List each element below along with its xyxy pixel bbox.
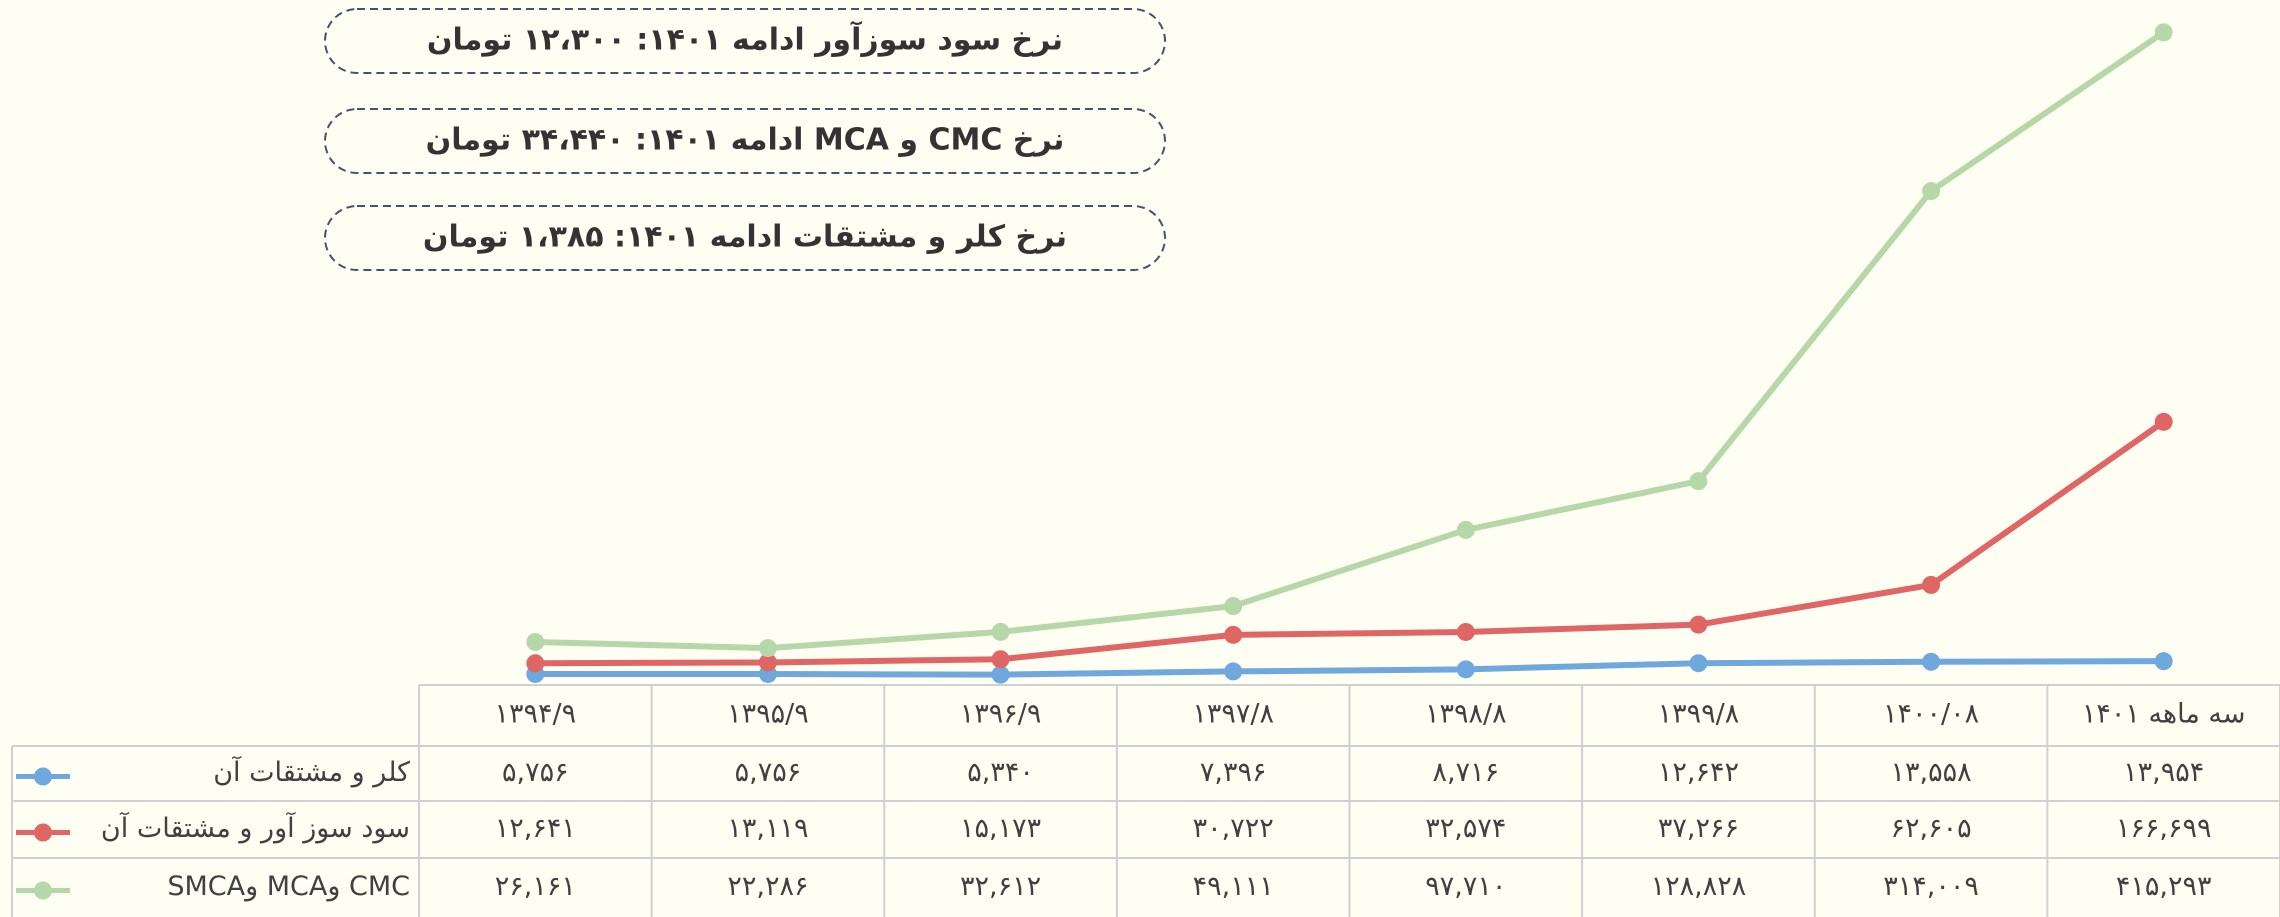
data-label: ۳۰,۷۲۲ <box>1193 813 1274 844</box>
x-tick-label: ۱۳۹۴/۹ <box>495 699 577 730</box>
annotation: نرخ CMC و MCA ادامه ۱۴۰۱: ۳۴،۴۴۰ تومان <box>426 123 1065 158</box>
data-label: ۱۲,۶۴۱ <box>495 813 576 844</box>
legend-swatch <box>34 767 52 786</box>
data-label: ۲۲,۲۸۶ <box>727 871 808 902</box>
data-label: ۱۳,۱۱۹ <box>727 813 808 844</box>
data-label: ۲۶,۱۶۱ <box>495 871 576 902</box>
data-label: ۷,۳۹۶ <box>1200 757 1267 788</box>
x-tick-label: ۱۳۹۶/۹ <box>960 699 1042 730</box>
point <box>1922 182 1941 201</box>
data-label: ۴۱۵,۲۹۳ <box>2116 871 2212 902</box>
data-label: ۱۲۸,۸۲۸ <box>1651 871 1747 902</box>
legend-swatch <box>34 881 52 900</box>
point <box>1224 625 1243 644</box>
point <box>1689 654 1708 673</box>
point <box>991 622 1010 641</box>
data-label: ۸,۷۱۶ <box>1433 757 1500 788</box>
point <box>2154 652 2173 671</box>
legend-label: CMC وMCA وSMCA <box>167 871 410 902</box>
point <box>1456 622 1475 641</box>
point <box>526 633 545 652</box>
point <box>1456 520 1475 539</box>
data-label: ۴۹,۱۱۱ <box>1193 871 1274 902</box>
annotation-box <box>324 108 1166 174</box>
legend-swatch <box>34 823 52 842</box>
data-label: ۳۲,۵۷۴ <box>1425 813 1506 844</box>
point <box>2154 412 2173 431</box>
annotation: نرخ سود سوزآور ادامه ۱۴۰۱: ۱۲،۳۰۰ تومان <box>427 21 1063 58</box>
point <box>991 665 1010 684</box>
data-label: ۱۶۶,۶۹۹ <box>2116 813 2212 844</box>
data-label: ۱۳,۵۵۸ <box>1891 757 1972 788</box>
data-label: ۱۲,۶۴۲ <box>1658 757 1739 788</box>
point <box>1922 652 1941 671</box>
data-label: ۳۱۴,۰۰۹ <box>1883 871 1979 902</box>
point <box>1689 472 1708 491</box>
x-tick-label: ۱۳۹۵/۹ <box>727 699 809 730</box>
point <box>1224 597 1243 616</box>
data-label: ۱۵,۱۷۳ <box>960 813 1041 844</box>
point <box>991 650 1010 669</box>
legend-label: کلر و مشتقات آن <box>213 756 410 788</box>
data-label: ۶۲,۶۰۵ <box>1891 813 1972 844</box>
point <box>1689 615 1708 634</box>
x-tick-label: ۱۴۰۰/۰۸ <box>1883 699 1979 730</box>
x-tick-label: ۱۳۹۹/۸ <box>1658 699 1740 730</box>
data-label: ۵,۷۵۶ <box>502 757 569 788</box>
x-tick-label: ۱۳۹۸/۸ <box>1425 699 1507 730</box>
data-label: ۳۷,۲۶۶ <box>1658 813 1739 844</box>
point <box>758 653 777 672</box>
legend-label: سود سوز آور و مشتقات آن <box>101 812 410 844</box>
series-line <box>535 658 2164 678</box>
point <box>758 639 777 658</box>
data-label: ۵,۳۴۰ <box>967 757 1034 788</box>
point <box>2154 23 2173 42</box>
annotation-box <box>324 8 1166 74</box>
x-tick-label: سه ماهه ۱۴۰۱ <box>2082 699 2246 730</box>
series-line <box>535 29 2166 652</box>
data-label: ۹۷,۷۱۰ <box>1425 871 1506 902</box>
data-label: ۳۲,۶۱۲ <box>960 871 1041 902</box>
annotation-box <box>324 205 1166 271</box>
data-label: ۱۳,۹۵۴ <box>2123 757 2204 788</box>
point <box>1456 660 1475 679</box>
series-line <box>535 419 2166 667</box>
x-tick-label: ۱۳۹۷/۸ <box>1192 699 1274 730</box>
point <box>1224 662 1243 681</box>
point <box>1922 575 1941 594</box>
data-label: ۵,۷۵۶ <box>735 757 802 788</box>
annotation: نرخ کلر و مشتقات ادامه ۱۴۰۱: ۱،۳۸۵ تومان <box>423 220 1067 255</box>
point <box>526 654 545 673</box>
